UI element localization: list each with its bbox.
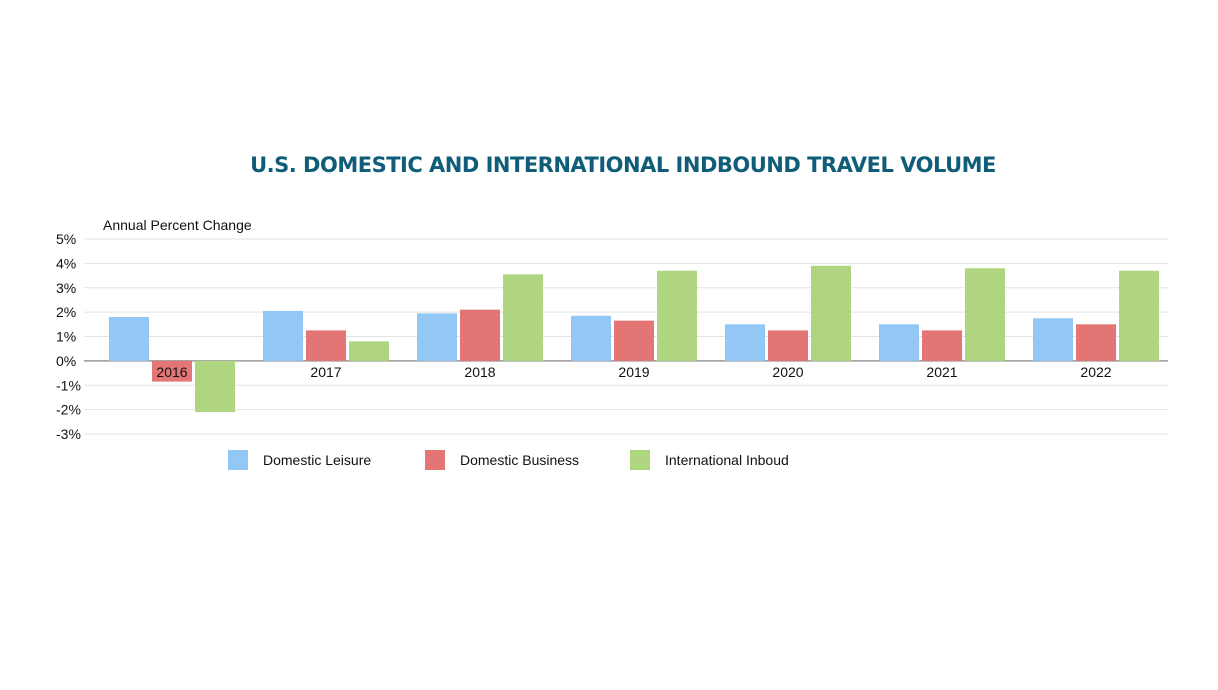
x-tick-label: 2017 [310,364,341,380]
x-tick-label: 2019 [618,364,649,380]
bar-international-inboud-2020 [811,265,851,361]
y-axis-label: Annual Percent Change [103,217,252,233]
y-tick-label: -1% [56,377,81,393]
y-tick-label: 5% [56,231,76,247]
y-tick-label: 2% [56,304,76,320]
x-tick-label: 2020 [772,364,803,380]
bar-domestic-leisure-2016 [109,317,149,361]
bar-domestic-leisure-2022 [1033,318,1073,361]
bar-international-inboud-2016 [195,360,235,413]
legend-label: International Inboud [665,452,789,468]
legend-swatch [425,450,445,470]
bar-international-inboud-2022 [1119,270,1159,361]
bar-domestic-business-2020 [768,330,808,361]
bar-domestic-leisure-2020 [725,324,765,361]
bar-international-inboud-2017 [349,341,389,361]
bar-domestic-leisure-2019 [571,315,611,361]
bar-international-inboud-2019 [657,270,697,361]
y-tick-label: -3% [56,426,81,442]
y-tick-label: 3% [56,280,76,296]
x-tick-label: 2016 [156,364,187,380]
bar-domestic-business-2016 [152,360,192,382]
chart-title: U.S. DOMESTIC AND INTERNATIONAL INDBOUND… [250,153,996,177]
x-tick-label: 2021 [926,364,957,380]
y-tick-label: 0% [56,353,76,369]
y-tick-label: -2% [56,402,81,418]
x-tick-label: 2018 [464,364,495,380]
bar-international-inboud-2021 [965,268,1005,361]
legend-swatch [630,450,650,470]
bar-domestic-business-2019 [614,320,654,361]
legend-swatch [228,450,248,470]
bar-domestic-leisure-2018 [417,313,457,361]
legend-label: Domestic Business [460,452,579,468]
bar-domestic-business-2017 [306,330,346,361]
bar-domestic-business-2018 [460,309,500,361]
bar-domestic-business-2022 [1076,324,1116,361]
bar-international-inboud-2018 [503,274,543,361]
x-tick-label: 2022 [1080,364,1111,380]
legend-label: Domestic Leisure [263,452,371,468]
y-tick-label: 1% [56,329,76,345]
y-tick-label: 4% [56,255,76,271]
bar-domestic-leisure-2021 [879,324,919,361]
bar-domestic-leisure-2017 [263,310,303,361]
bar-domestic-business-2021 [922,330,962,361]
